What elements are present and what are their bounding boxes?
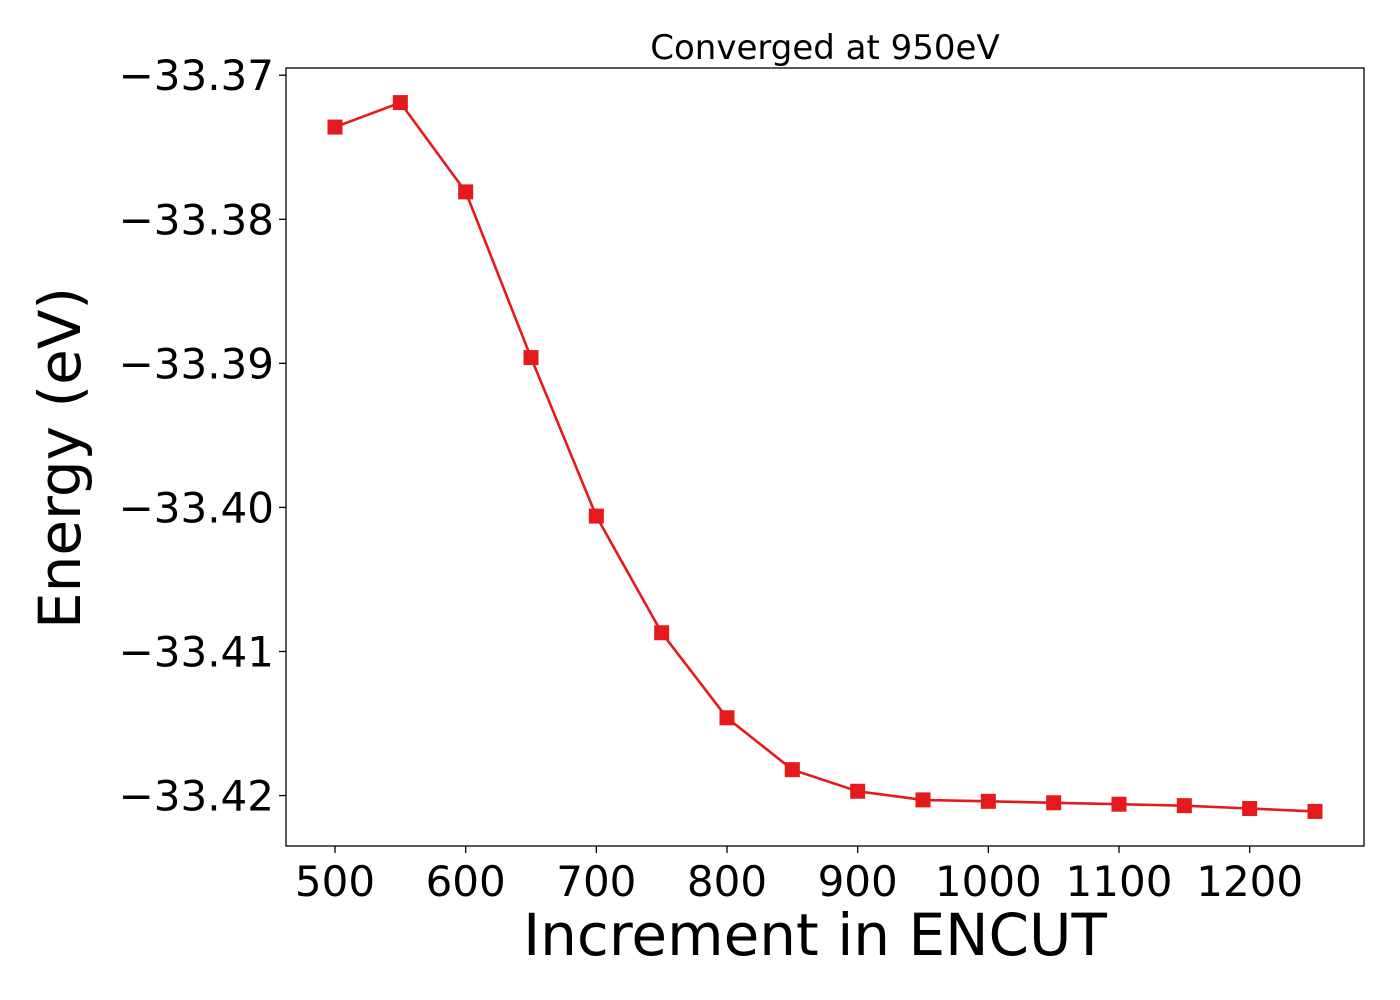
data-point-marker — [1242, 801, 1258, 817]
x-tick-label: 600 — [426, 857, 506, 906]
y-tick-label: −33.38 — [119, 195, 274, 244]
data-point-marker — [1176, 798, 1192, 814]
plot-area: 500 600 700 800 900 1000 1100 1200 −33.37 −33.38 −… — [119, 51, 1365, 906]
x-axis-title: Increment in ENCUT — [523, 901, 1107, 969]
y-tick-label: −33.41 — [119, 628, 274, 677]
x-tick-label: 1100 — [1066, 857, 1173, 906]
y-axis-title: Energy (eV) — [26, 287, 94, 629]
chart-title: Converged at 950eV — [650, 28, 999, 68]
data-point-marker — [392, 95, 408, 111]
y-tick-label: −33.37 — [119, 51, 274, 100]
x-tick-label: 700 — [556, 857, 636, 906]
data-point-marker — [588, 508, 604, 524]
x-tick-label: 1000 — [935, 857, 1042, 906]
data-point-marker — [915, 792, 931, 808]
data-point-marker — [719, 710, 735, 726]
data-point-marker — [1307, 803, 1323, 819]
data-point-marker — [458, 184, 474, 200]
x-tick-label: 900 — [818, 857, 898, 906]
y-tick-label: −33.42 — [119, 772, 274, 821]
data-point-marker — [980, 793, 996, 809]
x-tick-label: 500 — [295, 857, 375, 906]
y-tick-label: −33.40 — [119, 483, 274, 532]
x-tick-label: 1200 — [1196, 857, 1303, 906]
data-point-marker — [327, 119, 343, 135]
data-point-marker — [523, 350, 539, 366]
data-point-marker — [784, 762, 800, 778]
data-point-marker — [850, 783, 866, 799]
data-point-marker — [1046, 795, 1062, 811]
data-point-marker — [1111, 796, 1127, 812]
x-tick-label: 800 — [687, 857, 767, 906]
axes-frame — [285, 67, 1365, 847]
data-point-marker — [654, 625, 670, 641]
series-line — [334, 101, 1316, 813]
y-tick-label: −33.39 — [119, 339, 274, 388]
